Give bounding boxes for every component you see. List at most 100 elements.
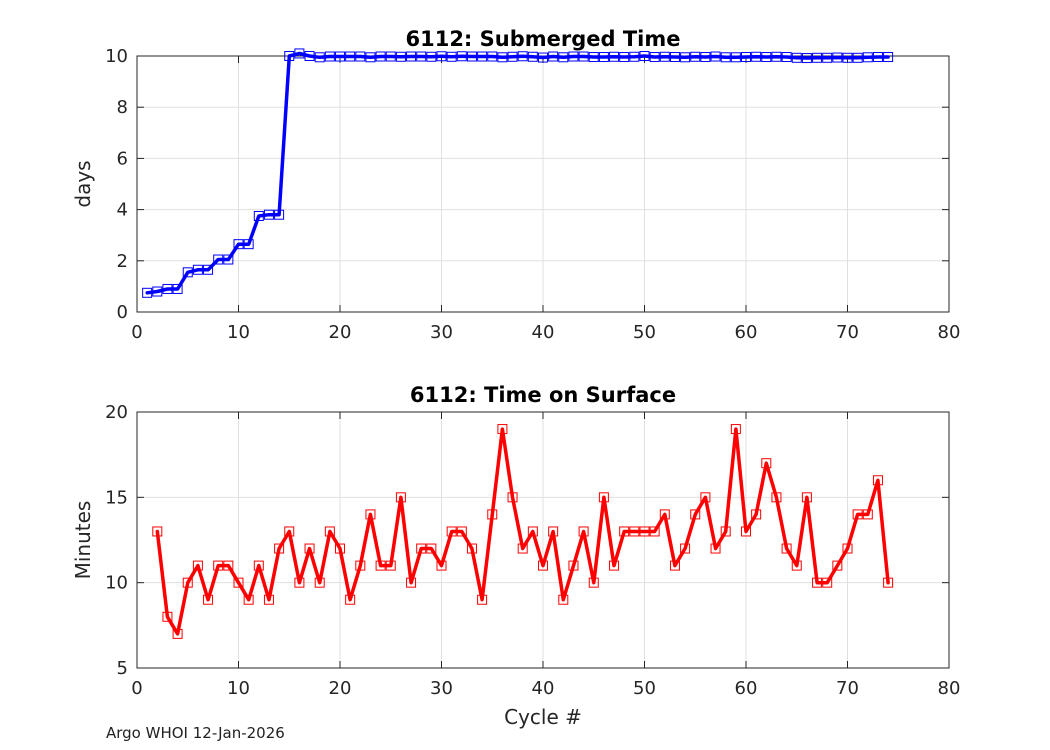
data-point-marker: [203, 264, 214, 275]
data-point-marker: [578, 526, 589, 537]
data-point-marker: [243, 239, 254, 250]
data-point-marker: [253, 560, 264, 571]
data-point-marker: [680, 52, 691, 63]
surface-time-panel: 0 10 20 30 40 50 60 70 80 5 10 15 20 6112: Time on Su…: [71, 383, 960, 729]
data-point-marker: [365, 52, 376, 63]
data-point-marker: [355, 51, 366, 62]
data-point-marker: [335, 51, 345, 62]
footer-credit: Argo WHOI 12-Jan-2026: [106, 724, 285, 742]
data-point-marker: [872, 475, 883, 486]
data-point-marker: [263, 594, 274, 605]
data-point-marker: [253, 211, 264, 221]
data-point-marker: [832, 52, 843, 63]
data-point-marker: [416, 543, 427, 554]
x-tick-label: 20: [329, 322, 352, 343]
data-point-marker: [243, 594, 254, 605]
data-point-marker: [162, 283, 173, 294]
data-point-marker: [883, 577, 894, 588]
y-tick-label: 5: [117, 658, 128, 679]
data-point-marker: [852, 52, 863, 63]
data-point-marker: [477, 594, 488, 605]
data-point-marker: [385, 560, 396, 571]
data-point-marker: [639, 526, 650, 537]
data-point-marker: [629, 526, 640, 537]
data-point-marker: [710, 543, 721, 554]
data-point-marker: [761, 52, 772, 63]
data-point-marker: [720, 526, 731, 537]
data-point-marker: [304, 543, 315, 554]
data-point-marker: [314, 577, 325, 588]
data-point-marker: [822, 577, 833, 588]
data-point-marker: [801, 492, 812, 503]
data-point-marker: [436, 560, 447, 571]
x-tick-label: 50: [633, 678, 656, 699]
x-tick-label: 20: [329, 678, 352, 699]
x-tick-label: 40: [532, 322, 555, 343]
data-point-marker: [832, 560, 843, 571]
data-point-marker: [639, 51, 650, 61]
data-point-marker: [761, 458, 772, 469]
submerged-time-panel: 0 10 20 30 40 50 60 70 80 0 2 4 6 8 10 6112: Submerged …: [71, 27, 960, 343]
data-point-marker: [223, 254, 234, 265]
data-point-marker: [741, 526, 751, 537]
data-point-marker: [324, 51, 335, 62]
chart-title: 6112: Time on Surface: [410, 383, 676, 407]
data-point-marker: [801, 53, 812, 64]
data-point-marker: [700, 52, 711, 63]
data-point-marker: [862, 509, 873, 520]
data-point-marker: [578, 51, 589, 62]
data-point-marker: [406, 51, 417, 62]
data-point-marker: [426, 543, 437, 554]
y-axis-label: Minutes: [71, 501, 95, 580]
data-point-marker: [385, 51, 396, 62]
data-point-marker: [791, 52, 802, 63]
data-point-marker: [781, 543, 792, 554]
data-point-marker: [335, 543, 345, 554]
y-tick-label: 20: [105, 402, 128, 423]
data-point-marker: [477, 51, 488, 62]
data-point-marker: [284, 526, 295, 537]
y-tick-label: 2: [117, 251, 128, 272]
y-axis-label: days: [71, 160, 95, 207]
data-point-marker: [710, 51, 721, 62]
x-tick-label: 70: [836, 678, 859, 699]
x-tick-label: 80: [938, 322, 961, 343]
data-point-marker: [741, 52, 751, 63]
data-point-marker: [548, 51, 559, 62]
data-point-marker: [182, 577, 193, 588]
data-point-marker: [406, 577, 417, 588]
axes-frame: [136, 411, 950, 669]
data-point-marker: [872, 52, 883, 63]
data-point-marker: [172, 283, 183, 294]
data-point-marker: [588, 52, 599, 63]
x-tick-label: 30: [430, 322, 453, 343]
data-point-marker: [619, 52, 630, 63]
data-point-marker: [466, 51, 477, 62]
data-point-marker: [304, 51, 315, 61]
data-point-marker: [274, 209, 285, 220]
x-tick-label: 30: [430, 678, 453, 699]
data-point-marker: [659, 509, 670, 520]
y-tick-label: 15: [105, 487, 128, 508]
x-tick-label: 60: [735, 322, 758, 343]
data-point-marker: [690, 509, 701, 520]
x-tick-label: 80: [938, 678, 961, 699]
data-point-marker: [263, 209, 274, 220]
data-point-marker: [619, 526, 630, 537]
data-point-marker: [294, 577, 305, 588]
data-point-marker: [730, 424, 741, 435]
data-point-marker: [609, 560, 620, 571]
data-point-marker: [791, 560, 802, 571]
data-point-marker: [527, 51, 538, 62]
data-point-marker: [690, 51, 701, 62]
data-point-marker: [507, 51, 518, 62]
data-point-marker: [558, 594, 569, 605]
data-point-marker: [751, 509, 762, 520]
data-point-marker: [659, 51, 670, 62]
data-point-marker: [669, 52, 680, 63]
data-point-marker: [446, 526, 457, 537]
x-tick-label: 40: [532, 678, 555, 699]
data-point-marker: [324, 526, 335, 537]
data-point-marker: [588, 577, 599, 588]
